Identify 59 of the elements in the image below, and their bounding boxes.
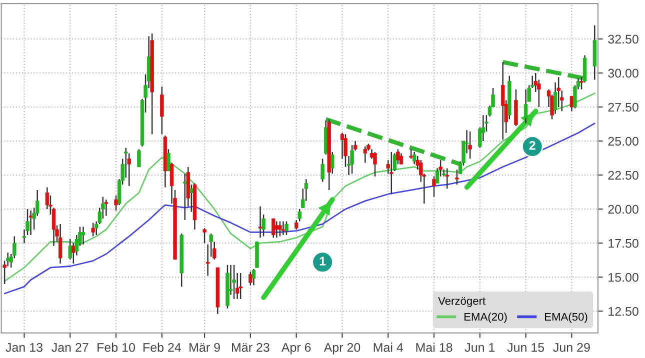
- candlestick: [278, 220, 282, 237]
- x-tick-label: Jan 13: [6, 342, 42, 352]
- candlestick: [432, 176, 436, 198]
- x-tick-label: Feb 10: [98, 342, 135, 352]
- x-tick-label: Mai 4: [374, 342, 404, 352]
- y-tick-label: 17.50: [608, 238, 638, 248]
- candlestick: [320, 158, 324, 182]
- candlestick: [330, 151, 334, 174]
- y-tick-label: 32.50: [608, 34, 638, 44]
- candlestick: [160, 86, 164, 135]
- x-tick-label: Apr 6: [281, 342, 311, 354]
- candlestick: [272, 218, 276, 238]
- candlestick: [501, 61, 505, 140]
- annotation: 2: [529, 140, 536, 150]
- candlestick: [438, 159, 442, 178]
- candlestick: [91, 222, 95, 237]
- x-tick-label: Jun 15: [507, 343, 544, 352]
- candlestick: [281, 220, 286, 236]
- x-tick-label: Feb 24: [143, 342, 182, 352]
- candlestick: [81, 226, 86, 246]
- candlestick: [390, 151, 394, 195]
- annotation: 1: [320, 256, 326, 266]
- candlestick: [524, 88, 528, 124]
- candlestick: [350, 144, 354, 174]
- candlestick: [468, 130, 472, 160]
- candlestick: [124, 147, 128, 178]
- candlestick: [455, 168, 459, 186]
- candlestick: [294, 219, 298, 230]
- y-tick-label: 22.50: [608, 170, 638, 180]
- legend-title: Verzögert: [438, 297, 486, 308]
- y-tick-label: 27.50: [608, 102, 638, 112]
- candlestick: [58, 223, 62, 264]
- x-tick-label: Mär 9: [190, 342, 220, 352]
- x-tick-label: Mär 23: [232, 342, 270, 352]
- legend-label: EMA(20): [464, 312, 507, 323]
- x-tick-label: Apr 20: [324, 342, 360, 354]
- candlestick: [284, 220, 288, 236]
- y-tick-label: 12.50: [608, 306, 638, 316]
- candlestick: [28, 210, 33, 236]
- candlestick: [298, 208, 302, 222]
- x-tick-label: Mai 18: [416, 342, 452, 352]
- candlestick: [445, 168, 449, 190]
- candlestick: [68, 238, 72, 260]
- candlestick: [399, 152, 404, 165]
- y-tick-label: 30.00: [608, 68, 638, 78]
- y-tick-label: 15.00: [608, 272, 638, 282]
- x-tick-label: Jun 29: [553, 342, 590, 352]
- candlestick: [137, 148, 141, 168]
- candlestick: [373, 151, 377, 178]
- y-tick-label: 25.00: [608, 136, 638, 146]
- candlestick: [363, 146, 368, 164]
- legend-label: EMA(50): [544, 312, 588, 323]
- candlestick: [409, 148, 413, 160]
- x-tick-label: Jun 1: [464, 343, 495, 352]
- x-tick-label: Jan 27: [52, 342, 88, 352]
- candlestick: [274, 220, 279, 238]
- y-tick-label: 20.00: [608, 204, 638, 214]
- candlestick: [570, 96, 574, 112]
- candlestick: [104, 198, 108, 217]
